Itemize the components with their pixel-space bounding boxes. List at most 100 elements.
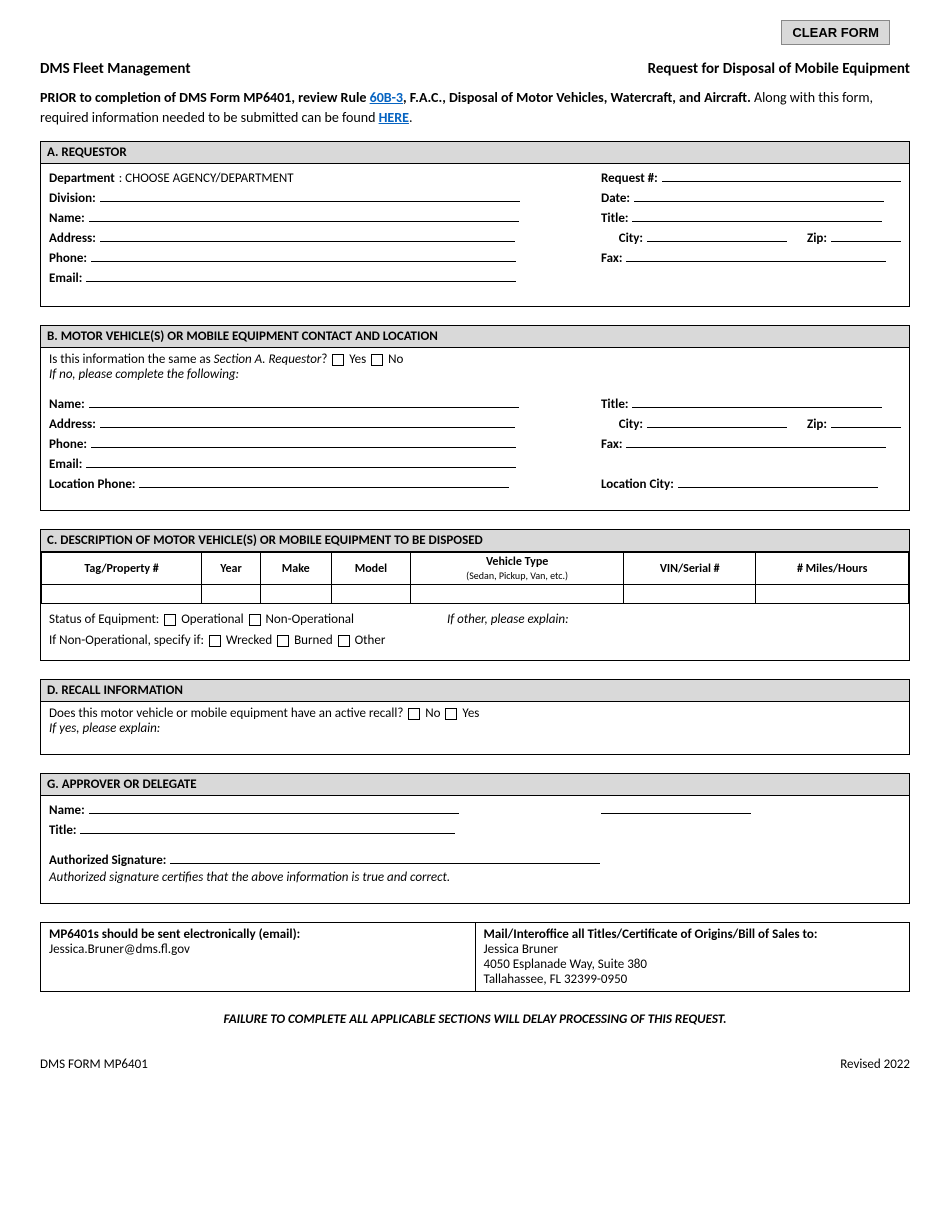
mail-line2: 4050 Esplanade Way, Suite 380 (484, 957, 902, 972)
intro-middle: , F.A.C., Disposal of Motor Vehicles, Wa… (403, 89, 751, 106)
city-label-b: City: (619, 417, 643, 432)
loc-city-input[interactable] (678, 474, 878, 488)
fax-label-a: Fax: (601, 251, 622, 266)
division-label: Division: (49, 191, 96, 206)
same-as-row: Is this information the same as Section … (49, 352, 901, 367)
section-c-header: C. DESCRIPTION OF MOTOR VEHICLE(S) OR MO… (41, 530, 909, 552)
address-input-a[interactable] (100, 228, 515, 242)
same-as-suffix: ? (321, 352, 327, 367)
recall-question: Does this motor vehicle or mobile equipm… (49, 706, 403, 721)
recall-yes-checkbox[interactable] (445, 708, 457, 720)
operational-checkbox[interactable] (164, 614, 176, 626)
nonop-label: Non-Operational (266, 612, 354, 627)
loc-phone-label: Location Phone: (49, 477, 135, 492)
blank-input-g[interactable] (601, 800, 751, 814)
phone-input-a[interactable] (91, 248, 516, 262)
wrecked-label: Wrecked (226, 633, 272, 648)
rule-link[interactable]: 60B-3 (370, 89, 403, 106)
title-input-g[interactable] (80, 820, 455, 834)
burned-checkbox[interactable] (277, 635, 289, 647)
phone-label-b: Phone: (49, 437, 87, 452)
email-label-b: Email: (49, 457, 82, 472)
table-row (42, 585, 909, 604)
sig-label: Authorized Signature: (49, 853, 166, 868)
cell-year[interactable] (202, 585, 261, 604)
cell-model[interactable] (331, 585, 410, 604)
if-nonop-label: If Non-Operational, specify if: (49, 633, 204, 648)
cell-tag[interactable] (42, 585, 202, 604)
header-left: DMS Fleet Management (40, 60, 191, 78)
if-other-label: If other, please explain: (447, 612, 569, 627)
city-input-b[interactable] (647, 414, 787, 428)
cell-vin[interactable] (624, 585, 756, 604)
cell-miles[interactable] (756, 585, 909, 604)
sig-input[interactable] (170, 850, 600, 864)
title-input-b[interactable] (632, 394, 882, 408)
name-input-a[interactable] (89, 208, 519, 222)
col-vin: VIN/Serial # (624, 553, 756, 585)
col-tag: Tag/Property # (42, 553, 202, 585)
submit-mail-col: Mail/Interoffice all Titles/Certificate … (476, 923, 910, 991)
yes-label-b: Yes (349, 352, 366, 367)
cell-vehicle-type[interactable] (411, 585, 624, 604)
title-label-a: Title: (601, 211, 628, 226)
footer: DMS FORM MP6401 Revised 2022 (40, 1057, 910, 1072)
section-b: B. MOTOR VEHICLE(S) OR MOBILE EQUIPMENT … (40, 325, 910, 511)
phone-input-b[interactable] (91, 434, 516, 448)
division-input[interactable] (100, 188, 520, 202)
intro-prefix: PRIOR to completion of DMS Form MP6401, … (40, 89, 370, 106)
same-yes-checkbox[interactable] (332, 354, 344, 366)
fax-label-b: Fax: (601, 437, 622, 452)
if-no-text: If no, please complete the following: (49, 367, 901, 382)
date-input[interactable] (634, 188, 884, 202)
submit-email-col: MP6401s should be sent electronically (e… (41, 923, 476, 991)
footer-left: DMS FORM MP6401 (40, 1057, 148, 1072)
nonop-checkbox[interactable] (249, 614, 261, 626)
name-input-b[interactable] (89, 394, 519, 408)
loc-phone-input[interactable] (139, 474, 509, 488)
name-input-g[interactable] (89, 800, 459, 814)
mail-line3: Tallahassee, FL 32399-0950 (484, 972, 902, 987)
same-no-checkbox[interactable] (371, 354, 383, 366)
col-miles: # Miles/Hours (756, 553, 909, 585)
address-input-b[interactable] (100, 414, 515, 428)
wrecked-checkbox[interactable] (209, 635, 221, 647)
if-yes-text: If yes, please explain: (49, 721, 901, 736)
name-label-g: Name: (49, 803, 85, 818)
title-label-g: Title: (49, 823, 76, 838)
mail-line1: Jessica Bruner (484, 942, 902, 957)
col-year: Year (202, 553, 261, 585)
operational-label: Operational (181, 612, 243, 627)
title-input-a[interactable] (632, 208, 882, 222)
email-input-a[interactable] (86, 268, 516, 282)
description-table: Tag/Property # Year Make Model Vehicle T… (41, 552, 909, 604)
mail-hdr: Mail/Interoffice all Titles/Certificate … (484, 927, 902, 942)
fax-input-b[interactable] (626, 434, 886, 448)
dept-label: Department (49, 171, 115, 186)
title-label-b: Title: (601, 397, 628, 412)
phone-label-a: Phone: (49, 251, 87, 266)
col-model: Model (331, 553, 410, 585)
fax-input-a[interactable] (626, 248, 886, 262)
recall-yes-label: Yes (462, 706, 479, 721)
recall-no-checkbox[interactable] (408, 708, 420, 720)
name-label-a: Name: (49, 211, 85, 226)
dept-value: : CHOOSE AGENCY/DEPARTMENT (119, 171, 294, 186)
burned-label: Burned (294, 633, 333, 648)
email-input-b[interactable] (86, 454, 516, 468)
zip-input-a[interactable] (831, 228, 901, 242)
city-input-a[interactable] (647, 228, 787, 242)
vehicle-type-sub: (Sedan, Pickup, Van, etc.) (415, 569, 619, 582)
page-header: DMS Fleet Management Request for Disposa… (40, 60, 910, 78)
recall-no-label: No (425, 706, 440, 721)
here-link[interactable]: HERE (379, 109, 409, 126)
section-g: G. APPROVER OR DELEGATE Name: Title: Aut… (40, 773, 910, 904)
status-label: Status of Equipment: (49, 612, 159, 627)
section-a: A. REQUESTOR Department: CHOOSE AGENCY/D… (40, 141, 910, 307)
other-checkbox[interactable] (338, 635, 350, 647)
section-c: C. DESCRIPTION OF MOTOR VEHICLE(S) OR MO… (40, 529, 910, 661)
request-num-input[interactable] (662, 168, 901, 182)
cell-make[interactable] (260, 585, 331, 604)
zip-input-b[interactable] (831, 414, 901, 428)
clear-form-button[interactable]: CLEAR FORM (781, 20, 890, 45)
